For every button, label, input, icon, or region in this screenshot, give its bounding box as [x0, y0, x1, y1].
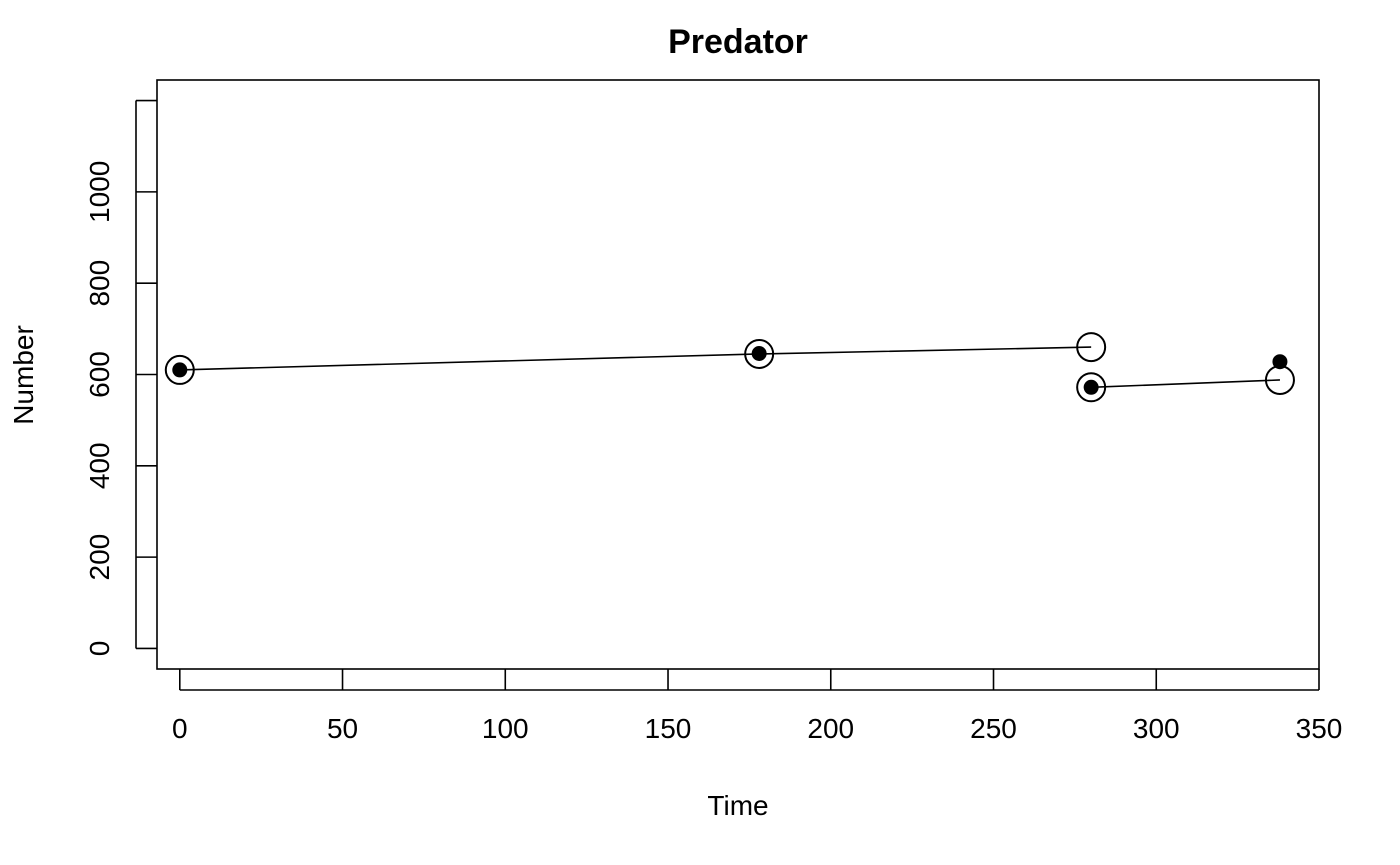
- data-point-open: [164, 354, 195, 385]
- points: [164, 332, 1295, 403]
- x-tick-label: 250: [970, 713, 1017, 744]
- y-tick-label: 0: [84, 641, 115, 657]
- x-tick-label: 350: [1296, 713, 1343, 744]
- data-point-filled: [1272, 354, 1288, 370]
- data-point-open: [1076, 332, 1107, 363]
- y-axis: 0 200 400 600 800 1000: [84, 99, 157, 657]
- data-point-open: [1076, 372, 1107, 403]
- x-tick-label: 150: [645, 713, 692, 744]
- y-tick-label: 400: [84, 442, 115, 489]
- x-tick-label: 100: [482, 713, 529, 744]
- y-axis-label: Number: [8, 325, 39, 425]
- x-axis-label: Time: [707, 790, 768, 821]
- data-point-filled: [172, 362, 188, 378]
- x-tick-label: 200: [807, 713, 854, 744]
- data-point-open: [744, 338, 775, 369]
- series-line: [179, 346, 1092, 371]
- x-tick-label: 0: [172, 713, 188, 744]
- data-point-filled: [1083, 379, 1099, 395]
- x-tick-label: 300: [1133, 713, 1180, 744]
- x-axis: 0 50 100 150 200 250 300 350: [172, 669, 1342, 744]
- series-line: [1091, 379, 1280, 389]
- series-lines: [179, 346, 1280, 389]
- chart-title: Predator: [668, 23, 808, 61]
- x-tick-label: 50: [327, 713, 358, 744]
- y-tick-label: 600: [84, 351, 115, 398]
- plot-frame: [156, 79, 1320, 670]
- data-point-filled: [751, 345, 767, 361]
- y-tick-label: 800: [84, 260, 115, 307]
- y-tick-label: 200: [84, 534, 115, 581]
- y-tick-label: 1000: [84, 161, 115, 223]
